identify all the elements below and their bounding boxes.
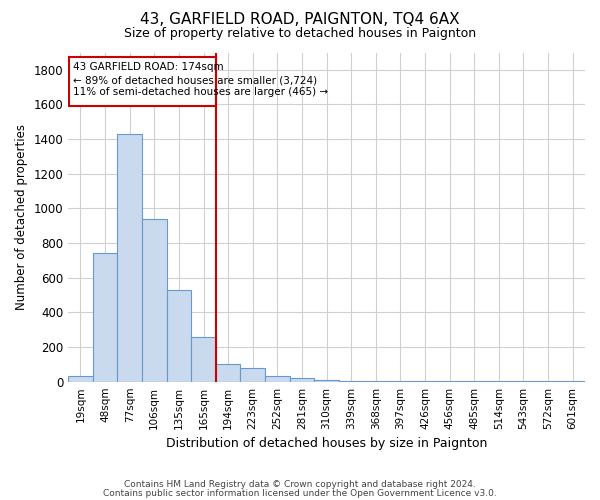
FancyBboxPatch shape [70,57,216,106]
Bar [93,254,118,382]
Bar [413,381,437,382]
Bar [68,376,93,382]
Bar [487,381,511,382]
Text: 43, GARFIELD ROAD, PAIGNTON, TQ4 6AX: 43, GARFIELD ROAD, PAIGNTON, TQ4 6AX [140,12,460,28]
Bar [241,368,265,382]
Bar [536,381,560,382]
Text: ← 89% of detached houses are smaller (3,724): ← 89% of detached houses are smaller (3,… [73,75,317,85]
Bar [265,376,290,382]
Bar [560,381,585,382]
Bar [339,381,364,382]
Bar [118,134,142,382]
Bar [462,381,487,382]
Text: 11% of semi-detached houses are larger (465) →: 11% of semi-detached houses are larger (… [73,87,328,97]
Bar [191,336,216,382]
Text: Contains public sector information licensed under the Open Government Licence v3: Contains public sector information licen… [103,488,497,498]
Y-axis label: Number of detached properties: Number of detached properties [15,124,28,310]
Text: Size of property relative to detached houses in Paignton: Size of property relative to detached ho… [124,28,476,40]
Text: 43 GARFIELD ROAD: 174sqm: 43 GARFIELD ROAD: 174sqm [73,62,224,72]
Bar [167,290,191,382]
Bar [314,380,339,382]
Bar [388,381,413,382]
Bar [142,219,167,382]
Text: Contains HM Land Registry data © Crown copyright and database right 2024.: Contains HM Land Registry data © Crown c… [124,480,476,489]
X-axis label: Distribution of detached houses by size in Paignton: Distribution of detached houses by size … [166,437,487,450]
Bar [290,378,314,382]
Bar [364,381,388,382]
Bar [216,364,241,382]
Bar [437,381,462,382]
Bar [511,381,536,382]
